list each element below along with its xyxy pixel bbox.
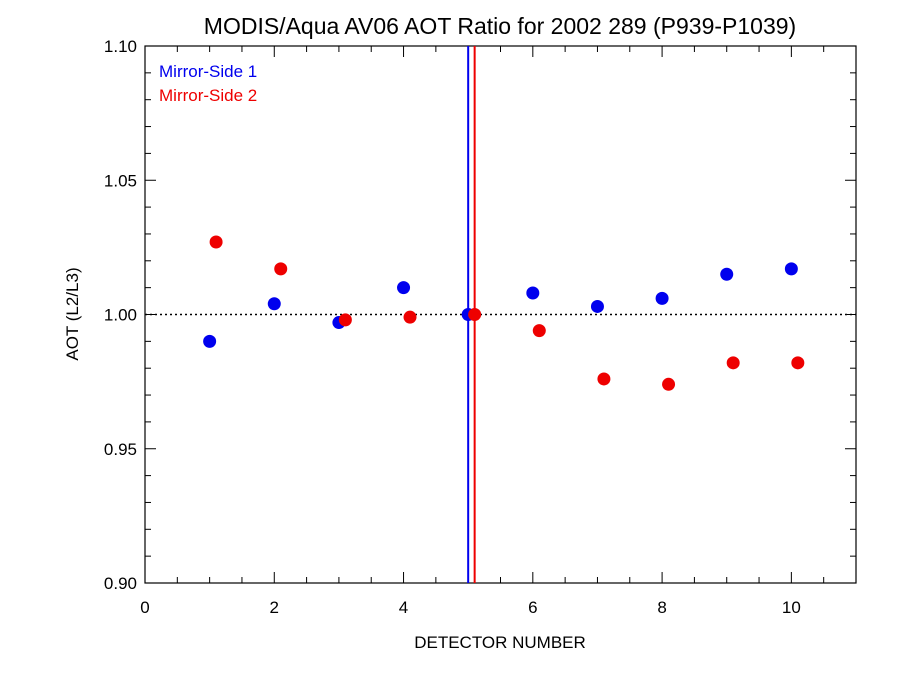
point-series-1 bbox=[720, 267, 734, 281]
y-tick-label: 1.00 bbox=[104, 306, 137, 325]
point-series-1 bbox=[655, 291, 669, 305]
point-series-2 bbox=[468, 308, 482, 321]
point-series-2 bbox=[209, 235, 223, 249]
x-tick-label: 10 bbox=[782, 598, 801, 617]
point-series-1 bbox=[203, 334, 217, 348]
point-series-1 bbox=[526, 286, 540, 300]
x-axis-label: DETECTOR NUMBER bbox=[414, 633, 586, 652]
x-tick-label: 4 bbox=[399, 598, 408, 617]
x-tick-label: 0 bbox=[140, 598, 149, 617]
x-tick-label: 2 bbox=[270, 598, 279, 617]
data-points bbox=[203, 235, 805, 391]
point-series-2 bbox=[532, 324, 546, 338]
y-tick-label: 1.10 bbox=[104, 37, 137, 56]
point-series-1 bbox=[267, 297, 281, 311]
point-series-2 bbox=[597, 372, 611, 386]
chart-title: MODIS/Aqua AV06 AOT Ratio for 2002 289 (… bbox=[204, 13, 796, 39]
x-tick-label: 6 bbox=[528, 598, 537, 617]
legend-entry-mirror-side-2: Mirror-Side 2 bbox=[159, 86, 257, 105]
point-series-1 bbox=[590, 299, 604, 313]
point-series-2 bbox=[338, 313, 352, 327]
x-tick-labels: 0 2 4 6 8 10 bbox=[140, 598, 801, 617]
y-axis-label: AOT (L2/L3) bbox=[63, 267, 82, 360]
point-series-1 bbox=[397, 281, 411, 295]
y-tick-label: 0.90 bbox=[104, 574, 137, 593]
legend-entry-mirror-side-1: Mirror-Side 1 bbox=[159, 62, 257, 81]
point-series-1 bbox=[784, 262, 798, 276]
y-tick-label: 0.95 bbox=[104, 440, 137, 459]
y-tick-label: 1.05 bbox=[104, 171, 137, 190]
point-series-2 bbox=[403, 310, 417, 324]
point-series-2 bbox=[274, 262, 288, 276]
point-series-2 bbox=[662, 377, 676, 391]
point-series-2 bbox=[726, 356, 740, 370]
y-tick-labels: 0.90 0.95 1.00 1.05 1.10 bbox=[104, 37, 137, 593]
x-tick-label: 8 bbox=[657, 598, 666, 617]
point-series-2 bbox=[791, 356, 805, 370]
